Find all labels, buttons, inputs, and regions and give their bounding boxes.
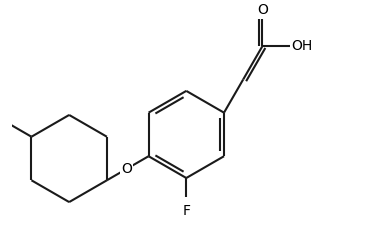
Text: F: F — [182, 204, 190, 218]
Text: OH: OH — [292, 39, 313, 53]
Text: O: O — [257, 3, 268, 17]
Text: O: O — [121, 162, 132, 176]
